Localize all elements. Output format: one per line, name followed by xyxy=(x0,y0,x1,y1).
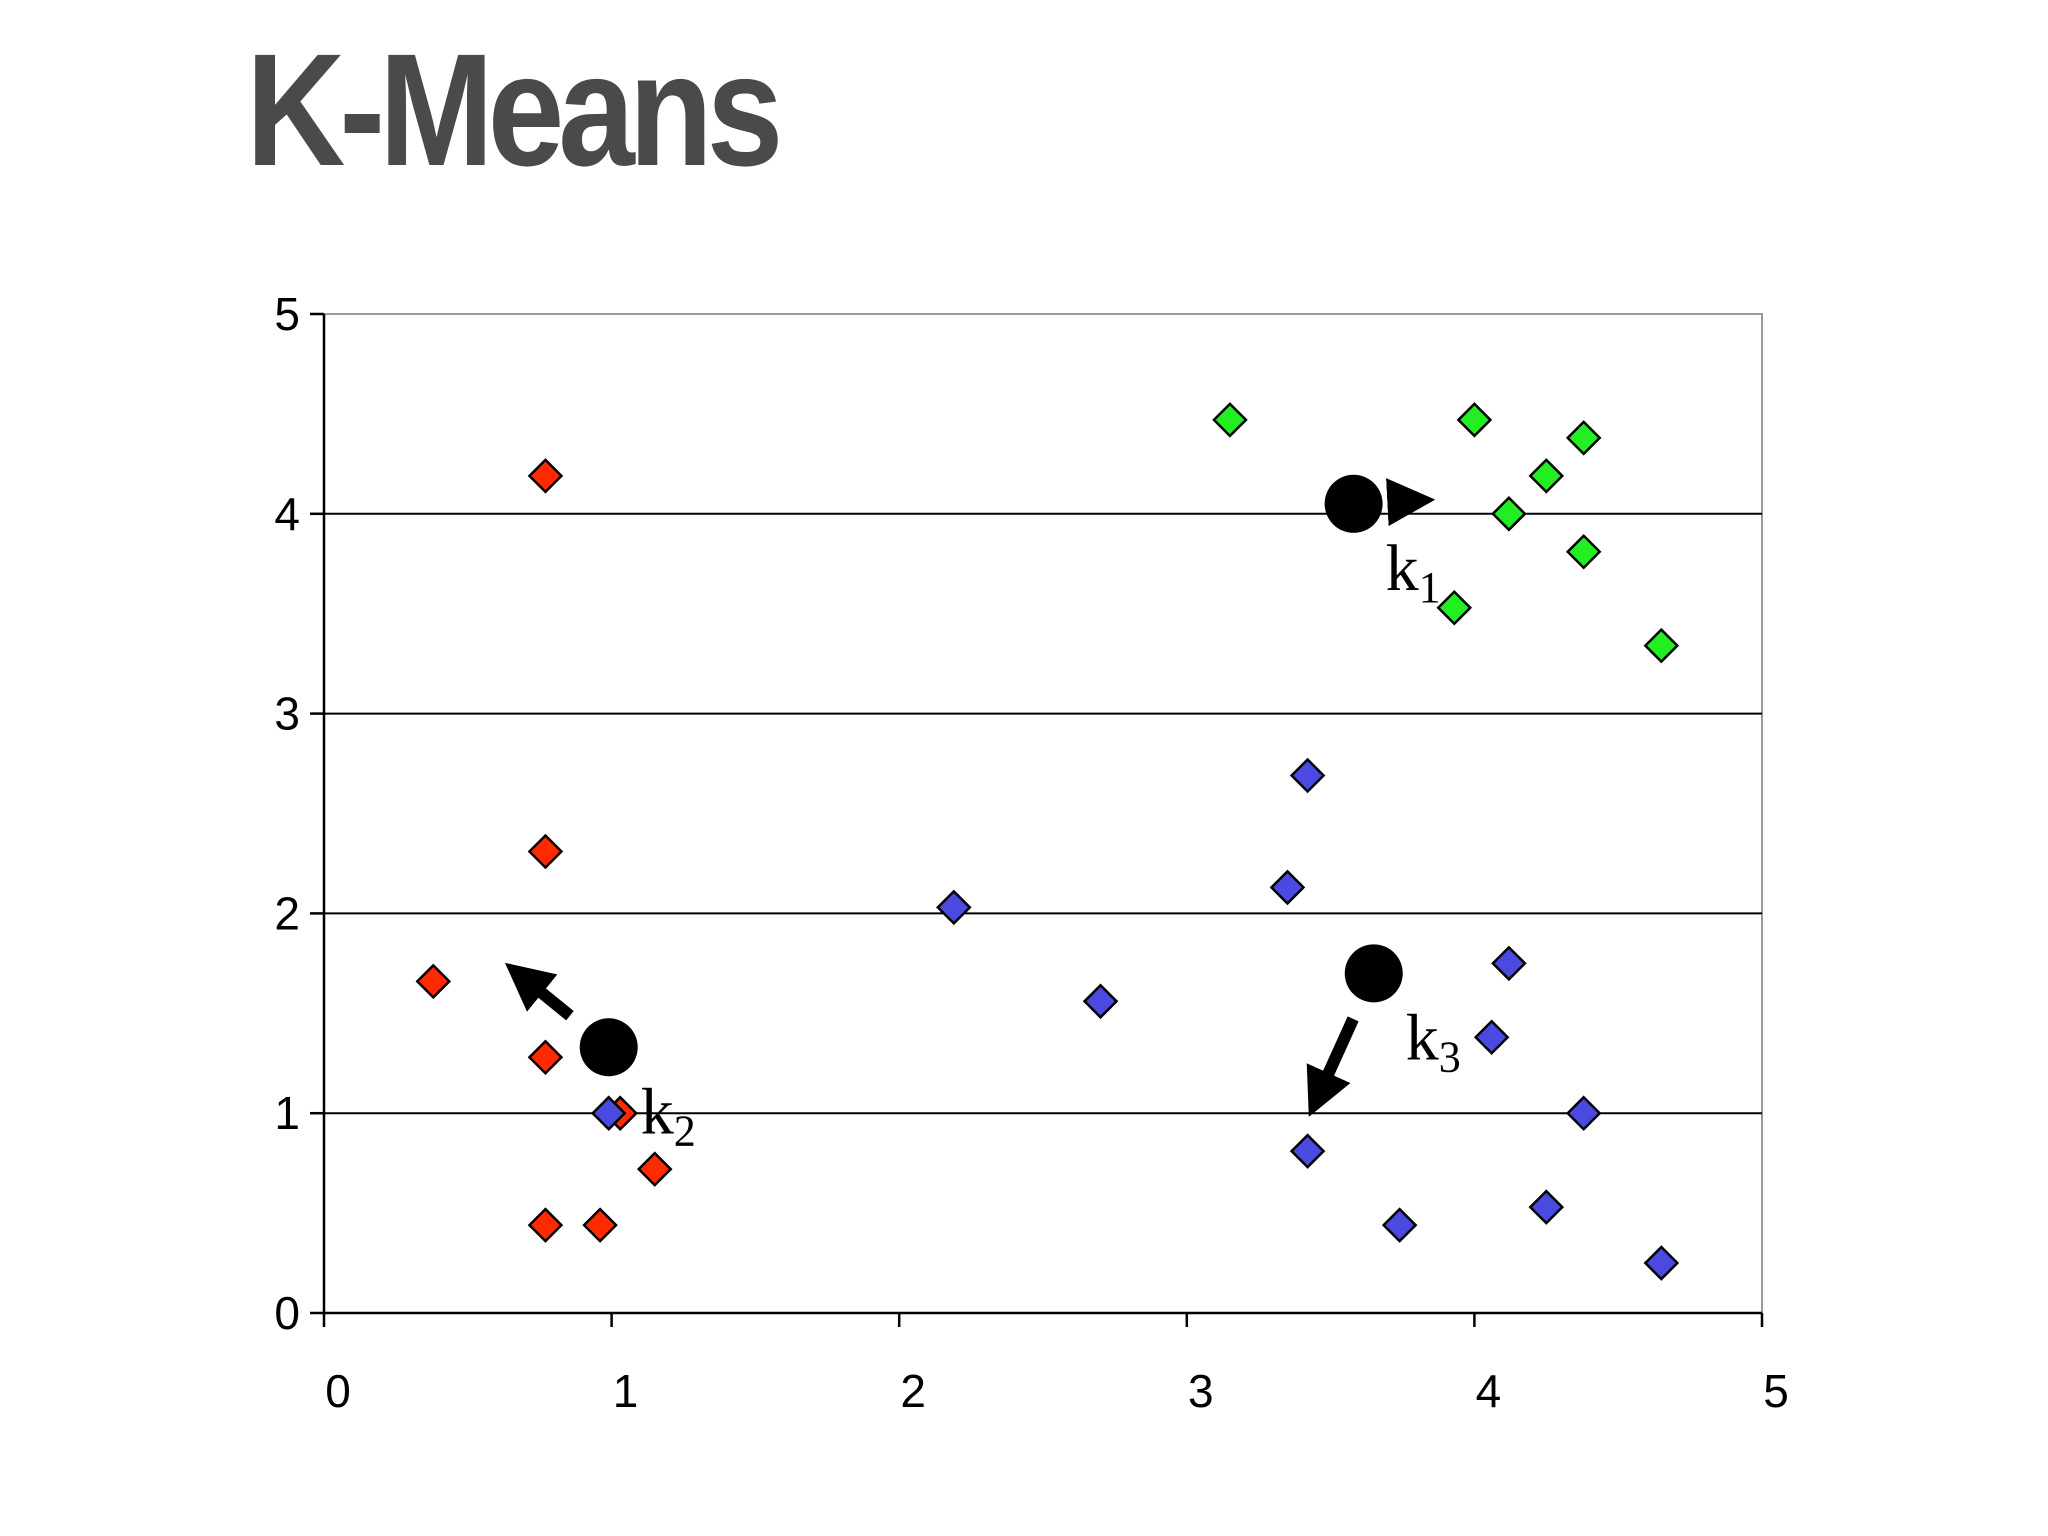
y-tick-label: 3 xyxy=(274,688,300,740)
centroid-2-marker xyxy=(579,1018,638,1077)
plot-border xyxy=(323,313,1763,1314)
y-tick-label: 4 xyxy=(274,488,300,540)
centroid-1-subscript: 1 xyxy=(1419,563,1441,612)
data-point-cluster-2 xyxy=(527,1207,564,1243)
x-tick-label: 2 xyxy=(900,1365,926,1417)
data-point-cluster-3 xyxy=(1381,1207,1418,1243)
data-point-cluster-3 xyxy=(1528,1189,1565,1225)
slide-title: K-Means xyxy=(246,20,783,199)
data-point-cluster-1 xyxy=(1491,496,1527,532)
centroid-1-marker xyxy=(1324,474,1383,533)
data-point-cluster-2 xyxy=(527,1039,564,1076)
centroid-2-subscript: 2 xyxy=(674,1106,696,1155)
y-tick-label: 2 xyxy=(274,887,300,939)
data-point-cluster-3 xyxy=(1289,1133,1326,1169)
data-point-cluster-3 xyxy=(590,1095,627,1131)
data-point-cluster-3 xyxy=(936,889,972,926)
y-tick-label: 5 xyxy=(274,288,300,340)
x-tick-label: 0 xyxy=(325,1365,351,1417)
data-point-cluster-2 xyxy=(527,833,564,870)
centroid-2-move-arrow xyxy=(504,962,574,1021)
data-point-cluster-1 xyxy=(1212,402,1248,438)
data-point-cluster-2 xyxy=(636,1151,673,1187)
data-point-cluster-3 xyxy=(1082,983,1119,1020)
x-tick-label: 1 xyxy=(613,1365,639,1417)
centroid-3-marker xyxy=(1344,944,1403,1003)
data-point-cluster-1 xyxy=(1565,533,1602,570)
data-point-cluster-3 xyxy=(1269,869,1306,906)
data-point-cluster-2 xyxy=(527,458,564,494)
x-tick-label: 4 xyxy=(1476,1365,1502,1417)
data-point-cluster-1 xyxy=(1643,627,1680,664)
axes xyxy=(310,312,1764,1327)
data-point-cluster-3 xyxy=(1491,945,1527,982)
x-tick-label: 3 xyxy=(1188,1365,1214,1417)
data-point-cluster-1 xyxy=(1528,458,1565,494)
centroid-3-move-arrow xyxy=(1306,1016,1359,1117)
tick-labels: 0 1 2 3 4 5 0 1 2 3 4 5 xyxy=(274,288,1788,1417)
data-points xyxy=(415,402,1680,1281)
data-point-cluster-3 xyxy=(1643,1245,1680,1281)
y-tick-label: 0 xyxy=(274,1287,300,1339)
plot-area xyxy=(323,313,1763,1314)
data-point-cluster-2 xyxy=(415,963,452,1000)
centroid-3-subscript: 3 xyxy=(1439,1032,1461,1081)
centroid-3-label: k3 xyxy=(1406,1001,1461,1081)
x-tick-label: 5 xyxy=(1763,1365,1789,1417)
y-tick-label: 1 xyxy=(274,1087,300,1139)
data-point-cluster-3 xyxy=(1289,757,1326,794)
data-point-cluster-3 xyxy=(1473,1019,1510,1056)
data-point-cluster-1 xyxy=(1565,420,1602,456)
data-point-cluster-1 xyxy=(1456,402,1493,438)
data-point-cluster-1 xyxy=(1436,589,1473,626)
data-point-cluster-3 xyxy=(1565,1095,1602,1131)
data-point-cluster-2 xyxy=(582,1207,618,1243)
